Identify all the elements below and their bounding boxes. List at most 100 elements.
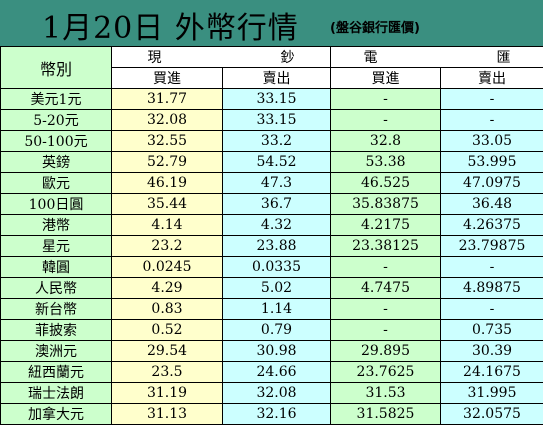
cash-buy-cell: 31.13 — [111, 403, 223, 425]
tel-sell-cell: 23.79875 — [440, 235, 543, 257]
tel-sell-cell: 47.0975 — [440, 172, 543, 194]
tel-buy-cell: - — [330, 109, 441, 131]
table-row: 瑞士法朗 31.19 32.08 31.53 31.995 — [0, 382, 543, 404]
cash-buy-cell: 4.14 — [111, 214, 223, 236]
cash-buy-cell: 35.44 — [111, 193, 223, 215]
cash-buy-cell: 52.79 — [111, 151, 223, 173]
cash-sell-header: 賣出 — [222, 67, 331, 89]
currency-cell: 菲披索 — [0, 319, 112, 341]
table-row: 歐元 46.19 47.3 46.525 47.0975 — [0, 172, 543, 194]
tel-buy-header: 買進 — [330, 67, 441, 89]
rate-table-body: 美元1元 31.77 33.15- -5-20元 32.08 33.15- -50-100元… — [0, 88, 543, 425]
currency-cell: 歐元 — [0, 172, 112, 194]
table-row: 紐西蘭元 23.5 24.66 23.7625 24.1675 — [0, 361, 543, 383]
cash-buy-cell: 0.0245 — [111, 256, 223, 278]
table-row: 港幣 4.14 4.32 4.2175 4.26375 — [0, 214, 543, 236]
tel-buy-cell: 29.895 — [330, 340, 441, 362]
tel-buy-cell: - — [330, 298, 441, 320]
source-note: (盤谷銀行匯價) — [330, 21, 420, 36]
cash-sell-cell: 23.88 — [222, 235, 331, 257]
table-row: 美元1元 31.77 33.15- - — [0, 88, 543, 110]
currency-cell: 5-20元 — [0, 109, 112, 131]
cash-sell-cell: 32.08 — [222, 382, 331, 404]
tel-group-char-2: 匯 — [496, 50, 511, 66]
tel-sell-cell: 36.48 — [440, 193, 543, 215]
currency-cell: 100日圓 — [0, 193, 112, 215]
cash-sell-cell: 33.15 — [222, 88, 331, 110]
table-row: 英鎊 52.79 54.52 53.38 53.995 — [0, 151, 543, 173]
header-banner: 1月20日 外幣行情 (盤谷銀行匯價) — [0, 0, 543, 46]
cash-sell-cell: 33.2 — [222, 130, 331, 152]
tel-buy-cell: 31.53 — [330, 382, 441, 404]
cash-buy-cell: 23.5 — [111, 361, 223, 383]
tel-sell-header: 賣出 — [440, 67, 543, 89]
tel-buy-cell: 32.8 — [330, 130, 441, 152]
table-row: 加拿大元 31.13 32.16 31.5825 32.0575 — [0, 403, 543, 425]
cash-buy-cell: 31.19 — [111, 382, 223, 404]
cash-sell-cell: 47.3 — [222, 172, 331, 194]
tel-buy-cell: 31.5825 — [330, 403, 441, 425]
tel-sell-cell: - — [440, 88, 543, 110]
cash-group-header: 現 鈔 — [111, 46, 331, 68]
tel-sell-cell: 53.995 — [440, 151, 543, 173]
cash-sell-cell: 24.66 — [222, 361, 331, 383]
cash-sell-cell: 33.15 — [222, 109, 331, 131]
tel-buy-cell: 35.83875 — [330, 193, 441, 215]
currency-cell: 韓圓 — [0, 256, 112, 278]
tel-buy-cell: 23.7625 — [330, 361, 441, 383]
table-row: 澳洲元 29.54 30.98 29.895 30.39 — [0, 340, 543, 362]
cash-sell-cell: 4.32 — [222, 214, 331, 236]
cash-sell-cell: 1.14 — [222, 298, 331, 320]
tel-buy-cell: - — [330, 319, 441, 341]
cash-buy-cell: 0.83 — [111, 298, 223, 320]
tel-buy-cell: 23.38125 — [330, 235, 441, 257]
tel-buy-cell: 4.2175 — [330, 214, 441, 236]
cash-buy-header: 買進 — [111, 67, 223, 89]
table-row: 100日圓 35.44 36.7 35.83875 36.48 — [0, 193, 543, 215]
tel-sell-cell: 33.05 — [440, 130, 543, 152]
tel-sell-cell: 30.39 — [440, 340, 543, 362]
currency-cell: 瑞士法朗 — [0, 382, 112, 404]
tel-sell-cell: 0.735 — [440, 319, 543, 341]
currency-cell: 加拿大元 — [0, 403, 112, 425]
table-row: 50-100元 32.55 33.2 32.8 33.05 — [0, 130, 543, 152]
table-row: 韓圓 0.0245 0.0335- - — [0, 256, 543, 278]
cash-buy-cell: 4.29 — [111, 277, 223, 299]
cash-group-char-2: 鈔 — [280, 50, 295, 66]
table-row: 星元 23.2 23.88 23.38125 23.79875 — [0, 235, 543, 257]
tel-sell-cell: - — [440, 109, 543, 131]
tel-buy-cell: 4.7475 — [330, 277, 441, 299]
currency-cell: 澳洲元 — [0, 340, 112, 362]
cash-buy-cell: 0.52 — [111, 319, 223, 341]
cash-sell-cell: 30.98 — [222, 340, 331, 362]
tel-sell-cell: 4.26375 — [440, 214, 543, 236]
table-row: 菲披索 0.52 0.79-0.735 — [0, 319, 543, 341]
rate-table: 幣別 現 鈔 電 匯 買進 賣出 買進 賣出 美元1元 31.77 33.15- -5 — [0, 46, 543, 425]
cash-sell-cell: 0.0335 — [222, 256, 331, 278]
cash-buy-cell: 31.77 — [111, 88, 223, 110]
currency-cell: 紐西蘭元 — [0, 361, 112, 383]
cash-buy-cell: 32.08 — [111, 109, 223, 131]
cash-group-char-1: 現 — [147, 50, 162, 66]
tel-sell-cell: 4.89875 — [440, 277, 543, 299]
cash-sell-cell: 36.7 — [222, 193, 331, 215]
telegraphic-group-header: 電 匯 — [330, 46, 543, 68]
table-row: 5-20元 32.08 33.15- - — [0, 109, 543, 131]
page-title: 1月20日 外幣行情 — [42, 11, 299, 46]
tel-buy-cell: 46.525 — [330, 172, 441, 194]
tel-buy-cell: - — [330, 256, 441, 278]
currency-cell: 新台幣 — [0, 298, 112, 320]
cash-buy-cell: 32.55 — [111, 130, 223, 152]
cash-sell-cell: 5.02 — [222, 277, 331, 299]
cash-buy-cell: 23.2 — [111, 235, 223, 257]
tel-group-char-1: 電 — [363, 50, 378, 66]
tel-sell-cell: 32.0575 — [440, 403, 543, 425]
cash-buy-cell: 29.54 — [111, 340, 223, 362]
tel-sell-cell: - — [440, 298, 543, 320]
cash-sell-cell: 54.52 — [222, 151, 331, 173]
currency-cell: 星元 — [0, 235, 112, 257]
currency-cell: 人民幣 — [0, 277, 112, 299]
tel-sell-cell: 31.995 — [440, 382, 543, 404]
table-row: 人民幣 4.29 5.02 4.7475 4.89875 — [0, 277, 543, 299]
